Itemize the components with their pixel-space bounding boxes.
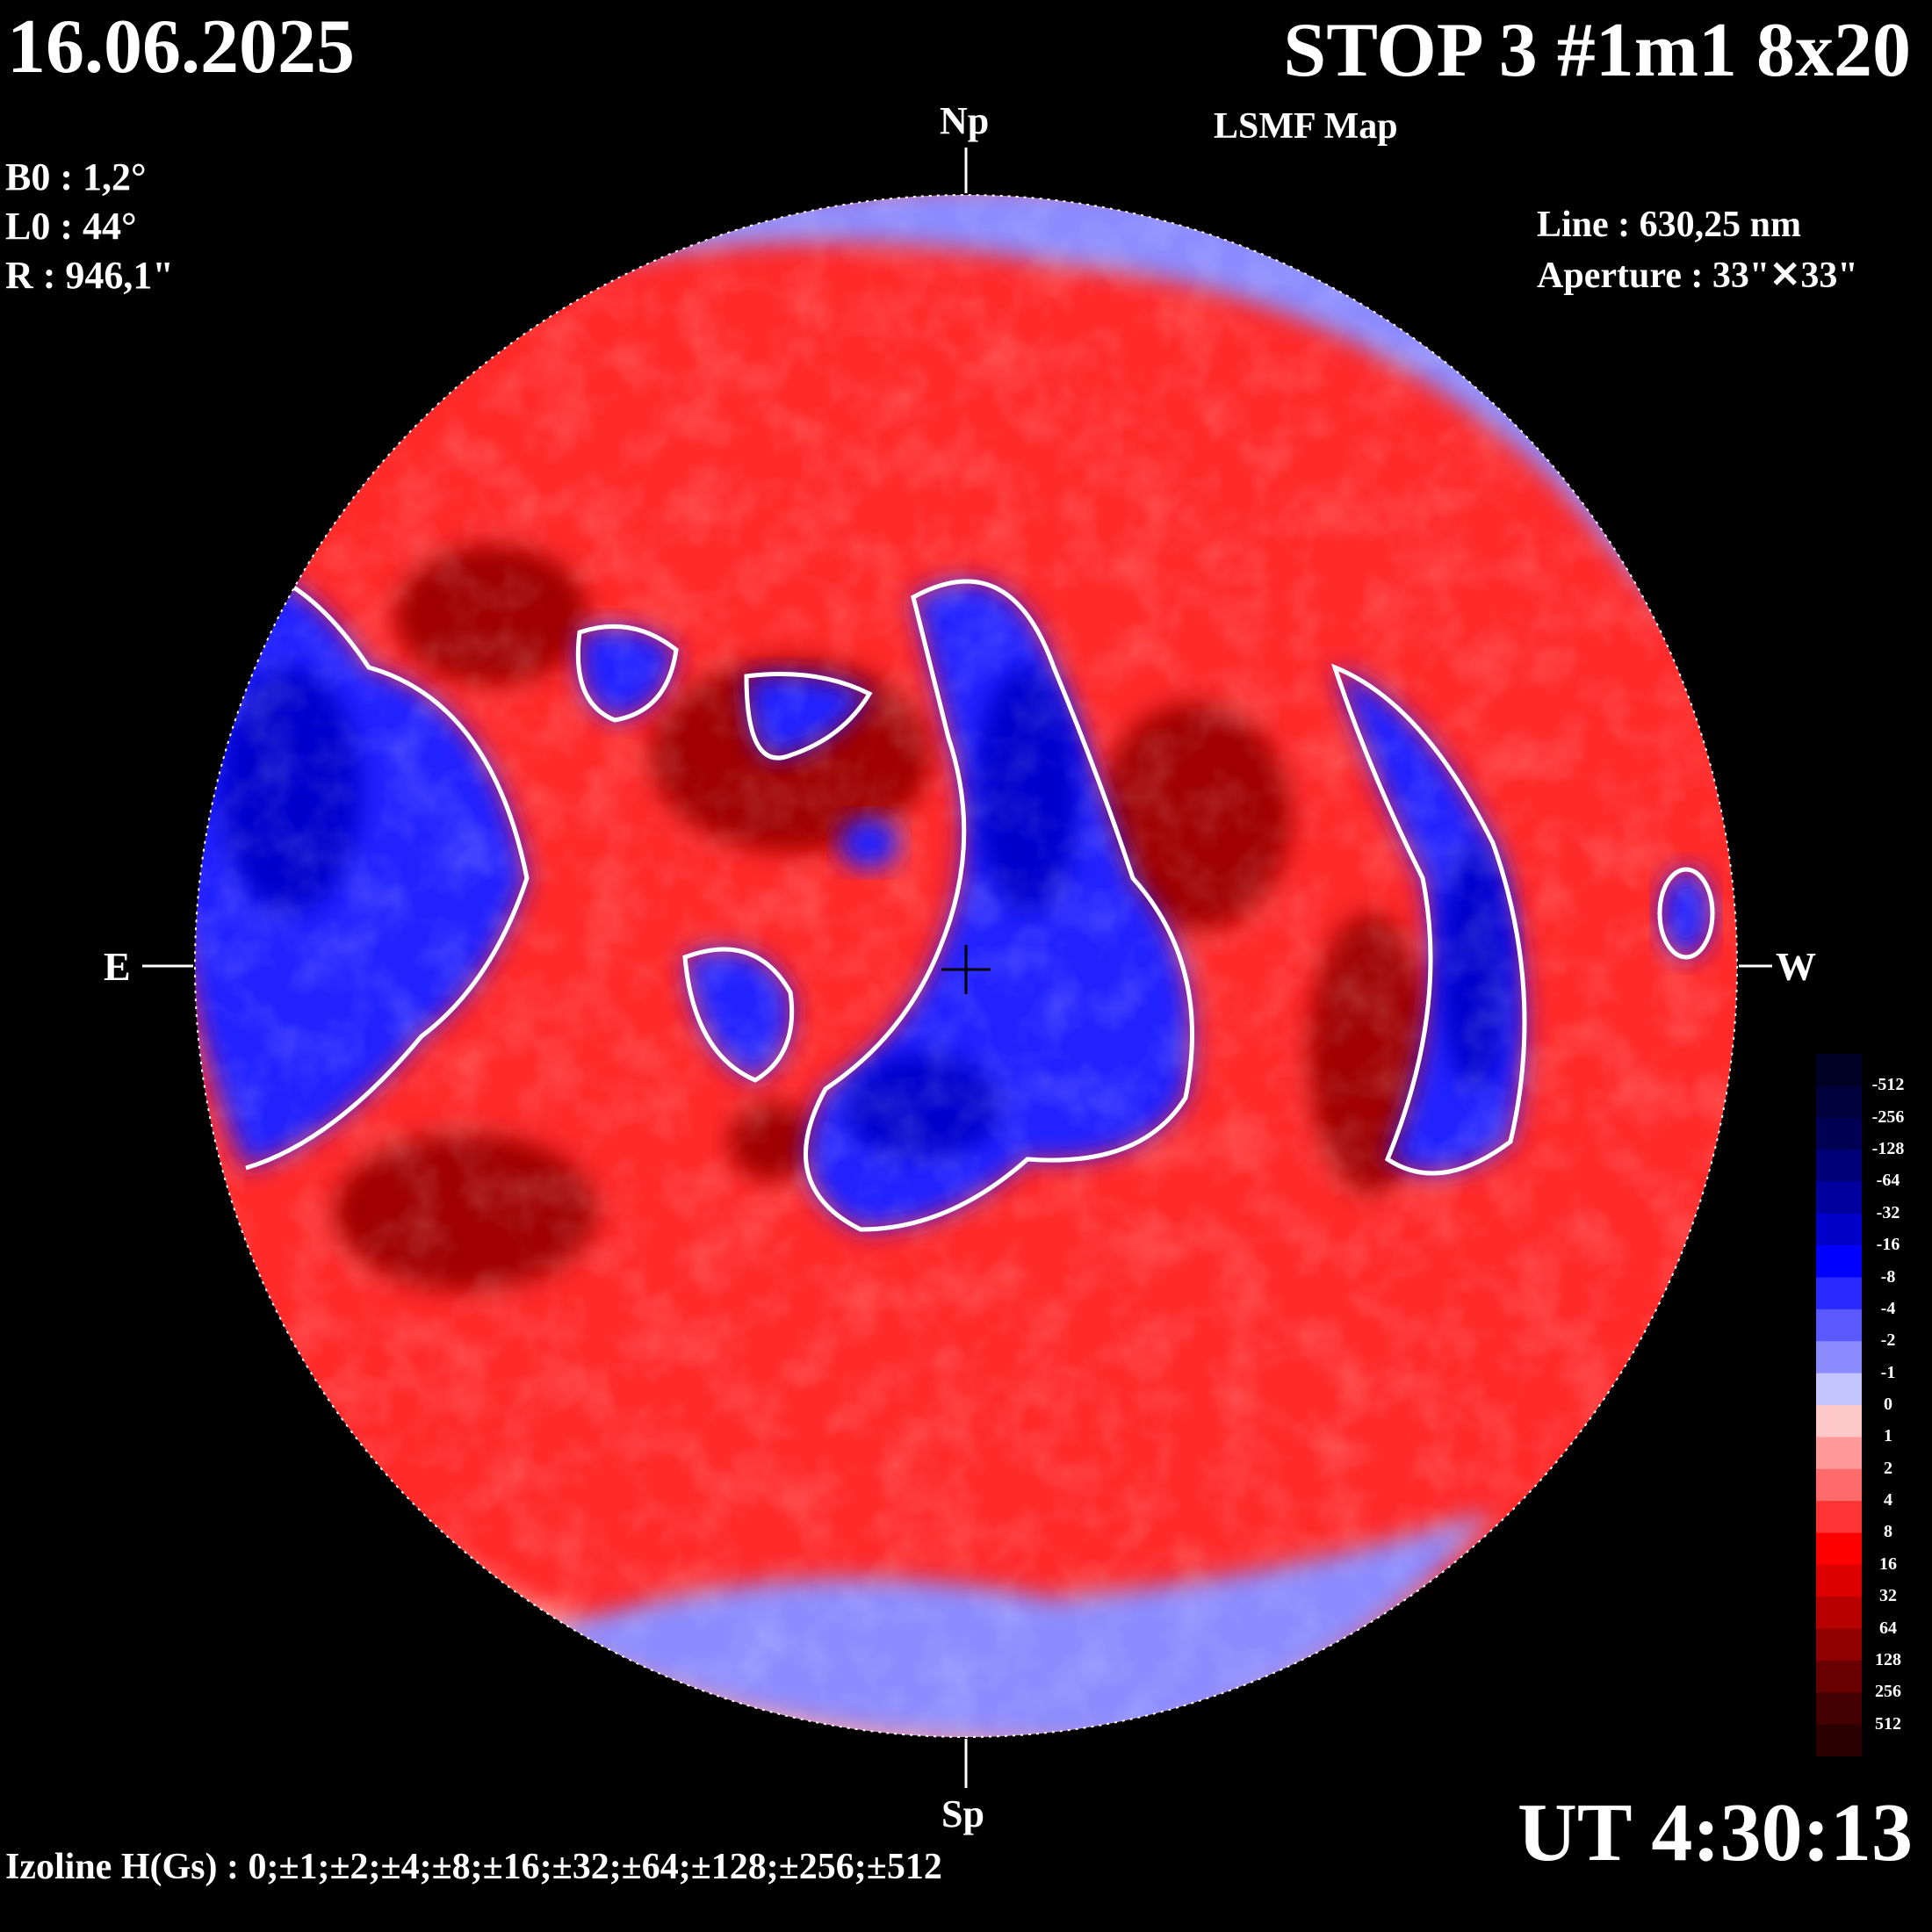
colorbar-tick-label: -512 — [1871, 1075, 1905, 1095]
colorbar-segment — [1816, 1213, 1862, 1246]
east-label: E — [104, 944, 131, 989]
colorbar-tick-label: 256 — [1875, 1682, 1901, 1702]
colorbar-segment — [1816, 1597, 1862, 1630]
colorbar-tick-label: 0 — [1884, 1395, 1892, 1414]
spectral-line-label: Line : 630,25 nm — [1537, 205, 1802, 245]
l0-parameter: L0 : 44° — [5, 205, 137, 248]
north-pole-label: Np — [940, 99, 990, 142]
colorbar-segment — [1816, 1564, 1862, 1597]
colorbar-segment — [1816, 1054, 1862, 1086]
b0-parameter: B0 : 1,2° — [5, 155, 147, 198]
solar-disk — [195, 195, 1737, 1737]
ut-time: UT 4:30:13 — [1517, 1787, 1913, 1878]
disk-limb — [194, 194, 1738, 1738]
colorbar-segment — [1816, 1150, 1862, 1182]
colorbar-tick-label: -32 — [1876, 1202, 1900, 1222]
colorbar-segment — [1816, 1308, 1862, 1342]
colorbar-segment — [1816, 1085, 1862, 1119]
map-title: STOP 3 #1m1 8x20 — [1283, 8, 1911, 93]
colorbar-segment — [1816, 1277, 1862, 1310]
aperture-label: Aperture : 33"✕33" — [1537, 256, 1858, 296]
colorbar-tick-label: 128 — [1875, 1649, 1901, 1669]
colorbar-segment — [1816, 1692, 1862, 1726]
date-label: 16.06.2025 — [7, 4, 355, 90]
colorbar-tick-label: -64 — [1876, 1171, 1900, 1191]
orientation-ticks — [142, 148, 1772, 1788]
colorbar-segment — [1816, 1245, 1862, 1279]
colorbar-tick-label: 4 — [1884, 1490, 1892, 1510]
radius-parameter: R : 946,1" — [5, 254, 174, 297]
colorbar-tick-label: -2 — [1880, 1330, 1896, 1351]
colorbar-tick-label: 8 — [1884, 1522, 1892, 1542]
colorbar-tick-label: 512 — [1875, 1713, 1901, 1734]
colorbar-segment — [1816, 1437, 1862, 1470]
map-subtitle: LSMF Map — [1214, 106, 1398, 147]
colorbar-tick-label: -128 — [1871, 1139, 1905, 1159]
colorbar-segment — [1816, 1660, 1862, 1693]
colorbar-tick-label: -4 — [1880, 1298, 1896, 1318]
colorbar-tick-label: 64 — [1879, 1618, 1897, 1638]
colorbar-segment — [1816, 1468, 1862, 1502]
colorbar-segment — [1816, 1532, 1862, 1566]
colorbar-segment — [1816, 1341, 1862, 1374]
colorbar-tick-label: 16 — [1879, 1554, 1897, 1574]
colorbar-segment — [1816, 1628, 1862, 1662]
izoline-legend: Izoline H(Gs) : 0;±1;±2;±4;±8;±16;±32;±6… — [5, 1847, 942, 1887]
colorbar-segment — [1816, 1373, 1862, 1406]
colorbar-segment — [1816, 1724, 1862, 1756]
colorbar-segment — [1816, 1501, 1862, 1533]
colorbar-tick-label: -256 — [1871, 1107, 1905, 1127]
colorbar-segment — [1816, 1181, 1862, 1215]
west-label: W — [1776, 944, 1816, 989]
colorbar-tick-label: -16 — [1876, 1235, 1900, 1255]
colorbar-tick-label: -1 — [1880, 1362, 1896, 1382]
colorbar-segment — [1816, 1405, 1862, 1438]
colorbar — [1816, 1054, 1862, 1756]
colorbar-tick-label: 32 — [1879, 1586, 1897, 1606]
south-pole-label: Sp — [941, 1792, 984, 1835]
colorbar-tick-label: 1 — [1884, 1426, 1892, 1446]
colorbar-segment — [1816, 1117, 1862, 1150]
colorbar-tick-label: 2 — [1884, 1458, 1892, 1478]
colorbar-tick-label: -8 — [1880, 1266, 1896, 1287]
